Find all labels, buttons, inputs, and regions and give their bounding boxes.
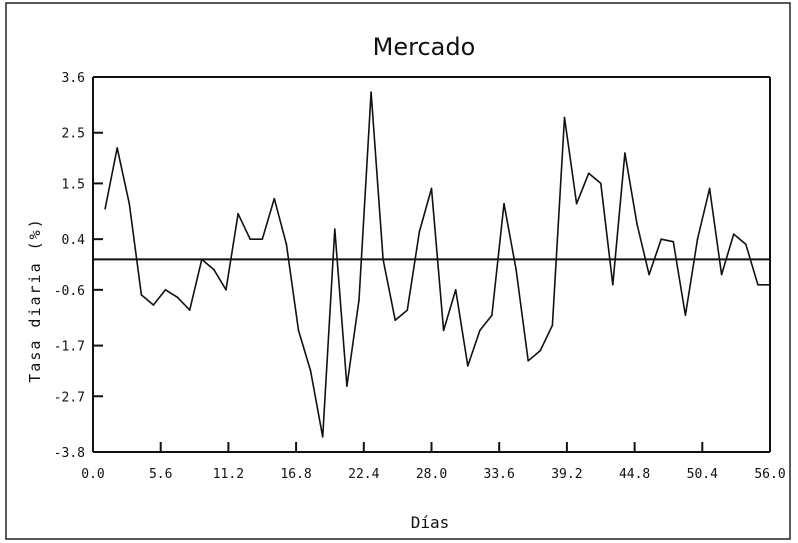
x-tick-label: 5.6 xyxy=(149,467,172,482)
data-point xyxy=(261,238,264,240)
chart-title: Mercado xyxy=(373,33,476,61)
data-point xyxy=(188,309,191,311)
x-tick-label: 22.4 xyxy=(348,467,379,482)
x-tick-label: 16.8 xyxy=(280,467,311,482)
series-line xyxy=(104,91,770,438)
data-point xyxy=(237,213,239,215)
data-point xyxy=(249,238,251,240)
data-point xyxy=(406,309,409,311)
data-point xyxy=(599,182,602,185)
data-point xyxy=(466,365,469,367)
data-point xyxy=(225,289,227,291)
data-point xyxy=(757,283,759,286)
data-point xyxy=(636,223,638,225)
x-tick-label: 44.8 xyxy=(619,467,650,482)
data-point xyxy=(430,187,433,190)
data-point xyxy=(575,202,578,205)
data-point xyxy=(769,283,771,286)
plot-group xyxy=(93,91,771,438)
data-point xyxy=(201,258,203,261)
data-point xyxy=(563,116,566,119)
data-point xyxy=(479,329,481,332)
y-tick-label: -2.7 xyxy=(54,390,85,405)
data-point xyxy=(551,324,554,327)
y-tick-label: 0.4 xyxy=(62,233,86,248)
chart-frame xyxy=(5,2,791,540)
axes-group: 3.6 2.5 1.5 0.4 -0.6 -1.7 -2.7 -3.8 0.0 5.6 11.2 16… xyxy=(54,71,786,482)
data-point xyxy=(394,319,397,322)
x-axis-label: Días xyxy=(411,513,450,532)
data-point xyxy=(152,304,155,306)
data-point xyxy=(708,187,711,190)
data-point xyxy=(128,202,131,205)
x-tick-label: 39.2 xyxy=(551,467,582,482)
data-point xyxy=(333,228,336,230)
data-point xyxy=(454,289,457,291)
data-point xyxy=(382,258,384,261)
data-point xyxy=(720,273,723,276)
data-point xyxy=(418,230,421,233)
data-point xyxy=(164,289,167,291)
data-point xyxy=(624,152,626,154)
data-point xyxy=(273,197,276,200)
data-point xyxy=(491,314,493,316)
y-tick-label: -0.6 xyxy=(54,284,85,299)
x-tick-label: 11.2 xyxy=(213,467,244,482)
x-tick-label: 56.0 xyxy=(754,467,785,482)
y-tick-label: -1.7 xyxy=(54,340,85,355)
x-tick-label: 0.0 xyxy=(81,467,104,482)
y-tick-label: 2.5 xyxy=(62,127,85,142)
y-axis-label: Tasa diaria (%) xyxy=(26,217,44,382)
data-point xyxy=(539,349,542,352)
data-point xyxy=(612,283,614,286)
data-point xyxy=(442,329,445,332)
data-point xyxy=(732,233,735,235)
y-tick-label: 1.5 xyxy=(62,177,85,192)
data-point xyxy=(309,370,312,372)
data-point xyxy=(321,435,324,438)
data-point xyxy=(648,273,650,276)
data-point xyxy=(358,299,360,301)
data-point xyxy=(104,207,106,210)
data-point xyxy=(176,296,179,299)
data-point xyxy=(285,243,288,246)
x-tick-label: 50.4 xyxy=(687,467,718,482)
data-point xyxy=(672,240,675,243)
data-point xyxy=(745,243,747,246)
data-point xyxy=(370,91,372,94)
data-point xyxy=(515,268,517,271)
x-tick-label: 28.0 xyxy=(416,467,447,482)
data-point xyxy=(116,147,118,149)
data-point xyxy=(346,385,348,387)
data-point xyxy=(587,172,590,175)
data-point xyxy=(527,359,530,362)
data-point xyxy=(213,268,215,271)
data-point xyxy=(503,202,505,205)
data-point xyxy=(660,238,662,240)
data-point xyxy=(696,238,699,240)
data-point xyxy=(684,314,687,316)
data-point xyxy=(140,294,143,296)
data-point xyxy=(297,329,300,332)
y-tick-label: 3.6 xyxy=(62,71,85,86)
y-tick-label: -3.8 xyxy=(54,446,85,461)
x-tick-label: 33.6 xyxy=(484,467,515,482)
